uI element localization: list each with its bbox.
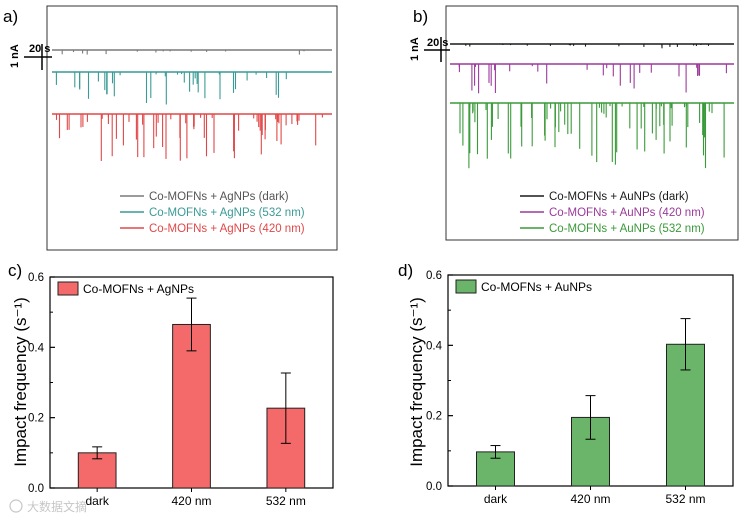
panel-a-scale-time: 20 s: [29, 43, 50, 55]
watermark-logo-icon: [9, 499, 23, 513]
panel-b-scale-current: 1 nA: [409, 37, 421, 61]
panel-d-ytick-label: 0.0: [426, 481, 442, 493]
panel-a-scale-bar: 1 nA 20 s: [9, 43, 52, 70]
panel-b-trace-2: [450, 63, 734, 94]
panel-label-a: a): [3, 7, 18, 26]
panel-a-legend-532: Co-MOFNs + AgNPs (532 nm): [149, 207, 305, 219]
panel-c-legend-label: Co-MOFNs + AgNPs: [83, 282, 194, 296]
panel-c-ylabel: Impact frequency (s⁻¹): [11, 297, 30, 467]
panel-c-ytick-label: 0.2: [28, 413, 44, 425]
watermark-text: 大数据文摘: [27, 499, 87, 514]
panel-d-errorbar-1: [490, 445, 501, 459]
panel-a-trace-1: [52, 49, 332, 55]
panel-b-trace-3: [450, 102, 734, 169]
panel-d-ytick-label: 0.6: [426, 270, 442, 282]
panel-c-legend-swatch: [57, 281, 79, 296]
panel-c-xtick-label: dark: [85, 494, 109, 508]
panel-b-legend: Co-MOFNs + AuNPs (dark) Co-MOFNs + AuNPs…: [520, 191, 705, 235]
panel-d-legend-swatch: [455, 279, 477, 294]
panel-b-trace-1: [450, 43, 734, 49]
panel-b-legend-420: Co-MOFNs + AuNPs (420 nm): [549, 207, 705, 219]
panel-d-xtick-label: dark: [484, 492, 508, 506]
panel-a-trace-group: [52, 49, 332, 161]
panel-c-errorbar-2: [186, 297, 197, 352]
panel-a-legend-420: Co-MOFNs + AgNPs (420 nm): [149, 223, 305, 235]
panel-b-legend-dark: Co-MOFNs + AuNPs (dark): [549, 191, 689, 203]
panel-d-plot: 0.0 0.2 0.4 0.6 dark 420 nm 532 nm Co-MOFNs + A…: [426, 270, 734, 506]
panel-c-xtick-label: 532 nm: [266, 494, 306, 508]
panel-b-scale-bar: 1 nA 20 s: [409, 37, 450, 62]
panel-c-ytick-label: 0.0: [28, 483, 44, 495]
panel-b-traces: 1 nA 20 s Co-MOFNs + AuNPs (dark) Co-MOF…: [409, 5, 739, 241]
panel-d-errorbar-2: [585, 395, 596, 440]
panel-d-ytick-label: 0.2: [426, 411, 442, 423]
panel-b-scale-time: 20 s: [427, 37, 448, 49]
panel-a-legend: Co-MOFNs + AgNPs (dark) Co-MOFNs + AgNPs…: [120, 191, 305, 235]
panel-c-ytick-label: 0.4: [28, 342, 45, 354]
panel-a-traces: 1 nA 20 s Co-MOFNs + AgNPs (dark) Co-MOF…: [9, 5, 338, 251]
panel-d-errorbar-3: [680, 318, 691, 371]
panel-d-xtick-label: 532 nm: [665, 492, 705, 506]
panel-b-trace-group: [450, 43, 734, 169]
panel-b-legend-532: Co-MOFNs + AuNPs (532 nm): [549, 223, 705, 235]
panel-c-bar-2: [172, 323, 211, 489]
panel-a-trace-3: [52, 113, 332, 161]
panel-label-b: b): [413, 7, 428, 26]
panel-c-errorbar-3: [280, 372, 291, 444]
panel-a-trace-2: [52, 71, 332, 105]
panel-label-d: d): [398, 261, 413, 280]
panel-d-legend: Co-MOFNs + AuNPs: [455, 279, 592, 294]
panel-d-ylabel: Impact frequency (s⁻¹): [407, 297, 426, 467]
panel-label-c: c): [8, 261, 22, 280]
panel-c-xtick-label: 420 nm: [171, 494, 211, 508]
panel-d-chart: Impact frequency (s⁻¹) 0.0 0.2 0.4 0.6 dark 4…: [407, 270, 734, 506]
panel-c-errorbar-1: [92, 446, 103, 460]
panel-c-chart: Impact frequency (s⁻¹) 0.0 0.2 0.4 0.6 dark 4…: [11, 272, 334, 508]
panel-c-plot: 0.0 0.2 0.4 0.6 dark 420 nm 532 nm Co-MOFNs + A…: [28, 272, 334, 508]
panel-a-legend-dark: Co-MOFNs + AgNPs (dark): [149, 191, 289, 203]
watermark: 大数据文摘: [9, 499, 87, 514]
panel-c-ytick-label: 0.6: [28, 272, 44, 284]
panel-b-frame: [445, 5, 739, 241]
panel-a-scale-current: 1 nA: [9, 44, 21, 68]
panel-c-legend: Co-MOFNs + AgNPs: [57, 281, 194, 296]
panel-d-legend-label: Co-MOFNs + AuNPs: [481, 280, 592, 294]
panel-d-ytick-label: 0.4: [426, 340, 443, 352]
panel-a-frame: [46, 5, 338, 251]
panel-d-xtick-label: 420 nm: [570, 492, 610, 506]
